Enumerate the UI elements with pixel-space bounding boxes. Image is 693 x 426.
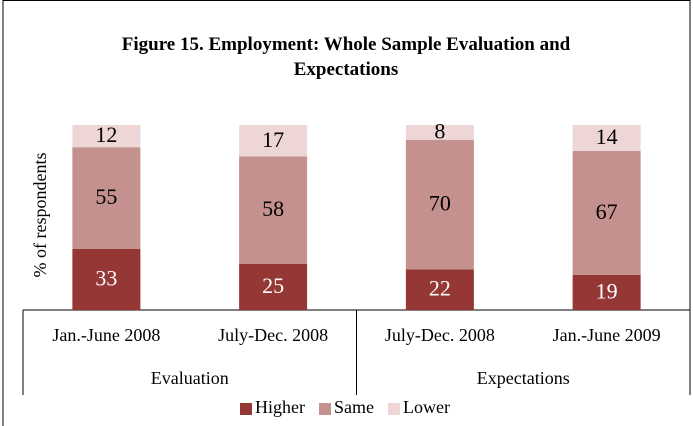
x-tick-label: July-Dec. 2008 bbox=[385, 325, 495, 345]
bar-segment bbox=[572, 274, 641, 310]
data-label: 14 bbox=[596, 124, 618, 149]
bar-segment bbox=[405, 125, 474, 140]
bar-segment bbox=[72, 248, 141, 310]
legend-swatch bbox=[240, 403, 253, 415]
x-tick-label: Jan.-June 2008 bbox=[52, 325, 160, 345]
legend-label: Lower bbox=[403, 397, 450, 417]
data-label: 67 bbox=[596, 199, 618, 224]
data-label: 70 bbox=[429, 191, 451, 216]
legend-label: Higher bbox=[255, 397, 305, 417]
data-label: 12 bbox=[95, 122, 117, 147]
legend-swatch bbox=[388, 403, 400, 415]
bar-segment bbox=[239, 125, 308, 157]
x-tick-label: Jan.-June 2009 bbox=[553, 325, 661, 345]
legend-label: Same bbox=[334, 397, 374, 417]
bar-segment bbox=[572, 150, 641, 275]
y-axis-label: % of respondents bbox=[30, 153, 50, 278]
bar-segment bbox=[72, 147, 141, 249]
group-label: Expectations bbox=[477, 368, 570, 388]
data-label: 17 bbox=[262, 127, 284, 152]
data-label: 55 bbox=[95, 184, 117, 209]
data-label: 22 bbox=[429, 276, 451, 301]
data-label: 58 bbox=[262, 196, 284, 221]
group-label: Evaluation bbox=[151, 368, 229, 388]
data-label: 19 bbox=[596, 278, 618, 303]
bar-segment bbox=[239, 156, 308, 264]
chart-title: Figure 15. Employment: Whole Sample Eval… bbox=[121, 34, 571, 80]
x-tick-label: July-Dec. 2008 bbox=[218, 325, 328, 345]
data-label: 25 bbox=[262, 273, 284, 298]
bar-segment bbox=[72, 125, 141, 148]
bar-segment bbox=[239, 263, 308, 310]
bar-segment bbox=[405, 139, 474, 270]
data-label: 8 bbox=[434, 118, 445, 143]
bar-segment bbox=[572, 125, 641, 151]
legend-swatch bbox=[319, 403, 331, 415]
bar-segment bbox=[405, 269, 474, 310]
data-label: 33 bbox=[95, 266, 117, 291]
